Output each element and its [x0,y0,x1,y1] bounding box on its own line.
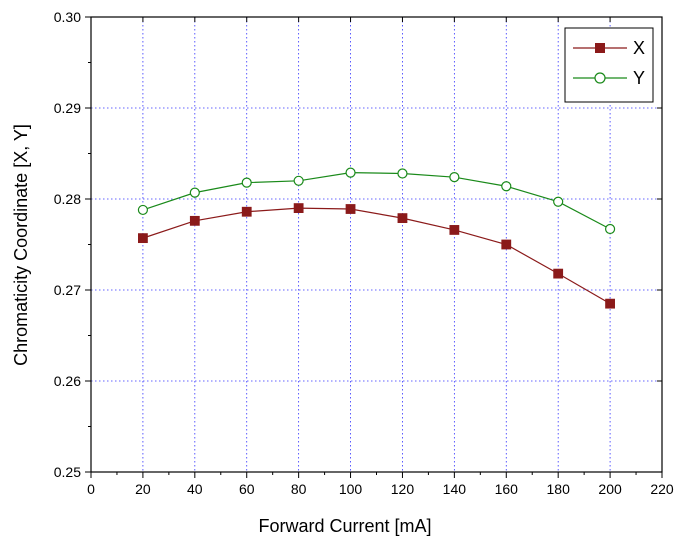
x-tick-label: 140 [443,481,467,497]
data-point-x [241,206,252,217]
legend-marker-y [594,72,606,84]
data-point-x [605,298,615,309]
data-point-x [138,233,148,244]
y-tick-label: 0.27 [54,282,81,298]
y-tick-label: 0.25 [54,464,81,480]
y-tick-label: 0.29 [54,100,81,116]
series-line-y [142,172,611,230]
x-tick-label: 40 [187,481,203,497]
x-tick-label: 220 [650,481,674,497]
legend-label-x: X [633,38,645,58]
data-point-y [604,223,616,235]
x-tick-label: 100 [339,481,363,497]
grid-layer [91,17,662,472]
data-point-y [449,172,460,183]
x-tick-label: 200 [598,481,622,497]
x-tick-label: 180 [547,481,571,497]
data-point-x [449,225,460,235]
data-point-x [189,215,200,226]
y-axis-title: Chromaticity Coordinate [X, Y] [11,124,31,366]
data-point-y [137,204,149,216]
legend: XY [564,27,654,103]
series-line-x [142,207,611,305]
data-point-x [345,204,356,214]
y-tick-label: 0.30 [54,9,81,25]
legend-box [564,27,654,103]
y-tick-label: 0.28 [54,191,81,207]
x-axis-title: Forward Current [mA] [258,516,431,536]
x-tick-label: 0 [87,481,95,497]
x-tick-label: 20 [135,481,151,497]
data-point-x [293,203,304,214]
data-point-y [241,177,252,188]
data-point-x [553,268,564,279]
x-tick-label: 120 [391,481,415,497]
legend-marker-x [595,43,605,53]
data-point-x [397,213,408,224]
data-point-x [501,239,512,250]
data-point-y [501,181,512,192]
series-layer [137,167,616,309]
data-point-y [189,187,200,198]
legend-label-y: Y [633,68,645,88]
x-tick-label: 160 [495,481,519,497]
data-point-y [397,168,408,179]
x-tick-label: 60 [239,481,255,497]
data-point-y [553,196,564,207]
data-point-y [293,175,304,186]
data-point-y [345,167,356,178]
y-tick-label: 0.26 [54,373,81,389]
axes-layer: 0 20 40 60 80 100 120 140 160 180 200 220 0.25 0.26 0.… [54,9,674,497]
x-tick-label: 80 [291,481,307,497]
